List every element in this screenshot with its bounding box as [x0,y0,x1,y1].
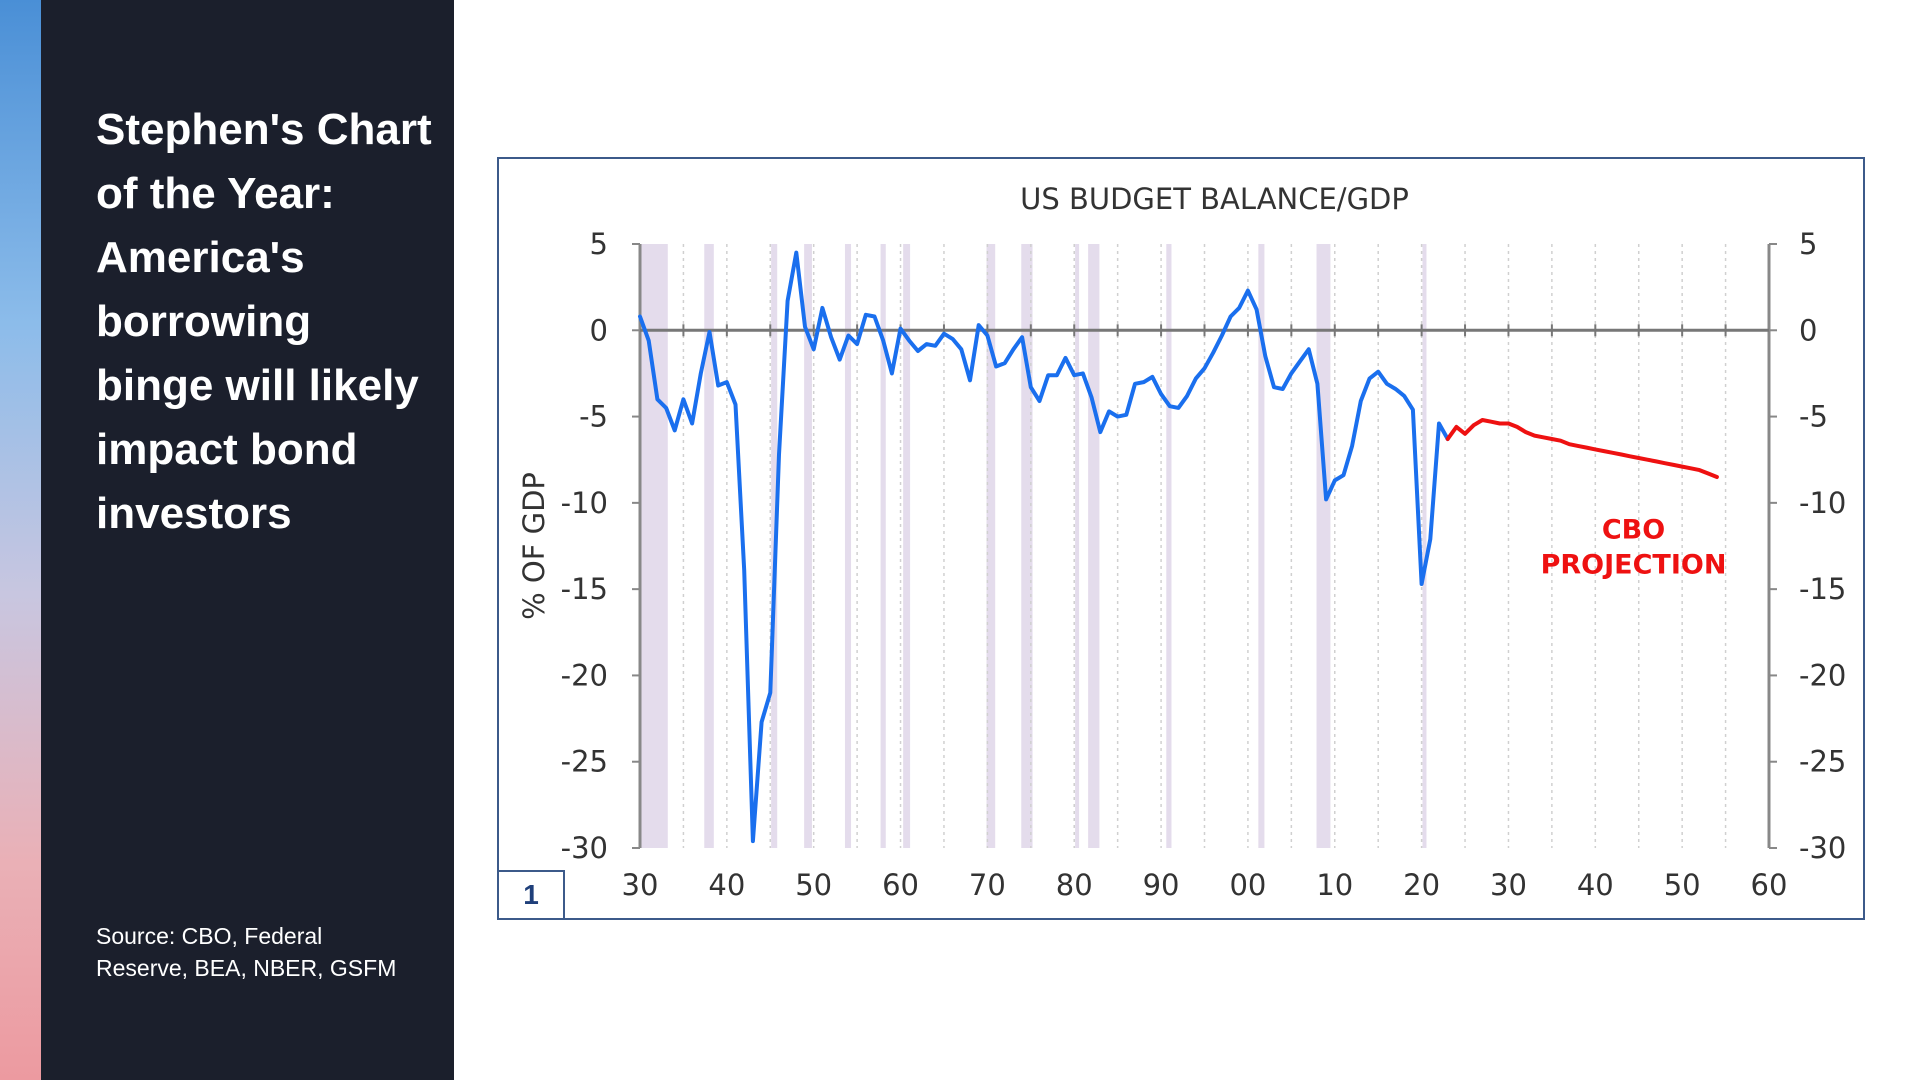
recession-band [844,244,852,848]
recession-band [1021,244,1033,848]
y-tick-label-left: -25 [561,745,608,779]
projection-annotation-label: PROJECTION [1541,549,1727,580]
y-tick-label-right: 0 [1799,313,1817,347]
chart-title: US BUDGET BALANCE/GDP [1020,182,1409,216]
y-tick-label-right: -10 [1799,486,1846,520]
x-tick-label: 50 [795,868,832,902]
recession-band [1316,244,1331,848]
recession-band [1166,244,1172,848]
y-tick-label-right: -15 [1799,572,1846,606]
x-tick-label: 00 [1229,868,1266,902]
y-tick-label-left: 5 [590,227,608,261]
source-note: Source: CBO, Federal Reserve, BEA, NBER,… [96,923,397,981]
recession-band [640,244,668,848]
chart-frame: 5 5 0 0 -5 -5 -10 -10 -15 -15 -20 -20 -25 -25 -30 -30 30… [497,157,1865,920]
y-tick-label-left: -10 [561,486,608,520]
x-tick-label: 40 [708,868,745,902]
x-tick-label: 80 [1056,868,1093,902]
recession-band [804,244,812,848]
y-axis-label: % OF GDP [517,472,551,620]
x-tick-label: 40 [1577,868,1614,902]
y-tick-label-right: -5 [1799,400,1828,434]
cbo-projection-line [1445,418,1719,479]
y-tick-label-right: -30 [1799,831,1846,865]
actual-balance-line [638,250,1450,844]
projection-annotation-cbo: CBO [1602,515,1665,546]
recession-band [1075,244,1080,848]
x-tick-label: 60 [882,868,919,902]
y-tick-label-right: -25 [1799,745,1846,779]
y-tick-label-right: 5 [1799,227,1817,261]
y-tick-label-right: -20 [1799,658,1846,692]
recession-band [1088,244,1100,848]
decorative-gradient-strip [0,0,41,1080]
x-tick-label: 30 [622,868,659,902]
recession-band [986,244,996,848]
page-number: 1 [499,870,565,918]
x-tick-label: 90 [1143,868,1180,902]
budget-balance-chart: 5 50 0-5 -5-10 -10-15 -15-20 -20-25 -25-30 -3030… [517,182,1846,902]
y-tick-label-left: 0 [590,313,608,347]
sidebar: Stephen's Chart of the Year: America's b… [41,0,454,1080]
x-tick-label: 70 [969,868,1006,902]
x-tick-label: 10 [1316,868,1353,902]
y-tick-label-left: -30 [561,831,608,865]
x-tick-label: 60 [1751,868,1788,902]
x-tick-label: 30 [1490,868,1527,902]
recession-band [1422,244,1427,848]
x-tick-label: 50 [1664,868,1701,902]
y-tick-label-left: -5 [579,400,608,434]
y-tick-label-left: -15 [561,572,608,606]
recession-band [903,244,911,848]
recession-band [1258,244,1265,848]
slide-title: Stephen's Chart of the Year: America's b… [96,105,432,538]
recession-band [704,244,714,848]
x-tick-label: 20 [1403,868,1440,902]
y-tick-label-left: -20 [561,658,608,692]
recession-band [880,244,886,848]
